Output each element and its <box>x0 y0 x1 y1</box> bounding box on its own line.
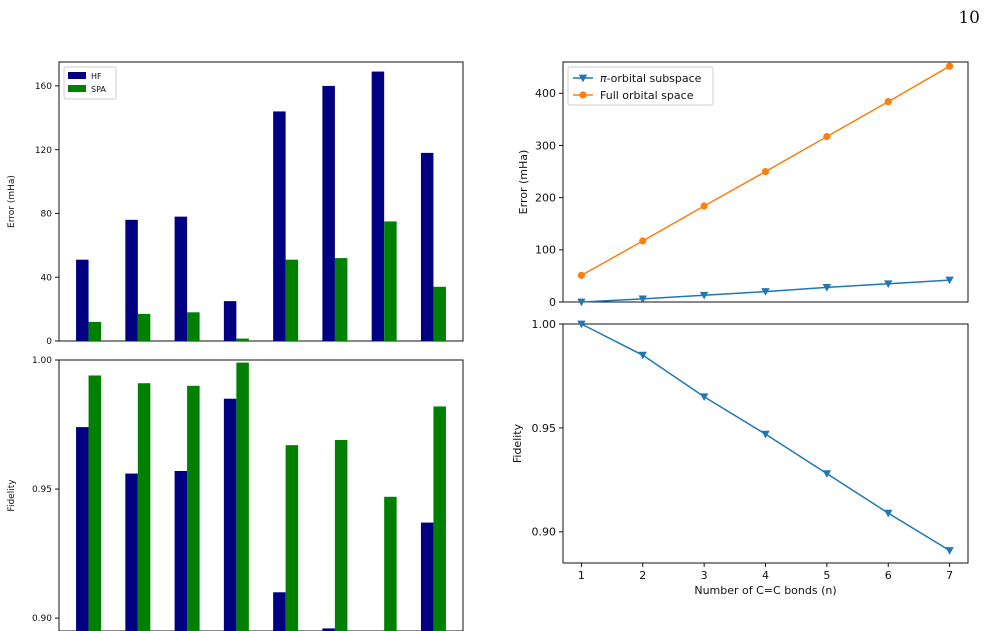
y-axis-label: Fidelity <box>7 479 17 512</box>
x-tick-label: 4 <box>762 569 769 582</box>
bar-spa <box>384 496 397 631</box>
bar-spa <box>433 406 446 631</box>
bar-hf <box>371 71 385 342</box>
plot-frame-left-bottom <box>58 359 464 631</box>
x-axis-label: Number of C=C bonds (n) <box>694 584 836 597</box>
x-tick-label: 1 <box>578 569 585 582</box>
page-number: 10 <box>958 8 980 28</box>
y-tick-label: 80 <box>41 210 53 220</box>
x-tick-label: 5 <box>823 569 830 582</box>
data-point <box>761 288 770 296</box>
data-point <box>945 547 954 555</box>
y-tick-label: 0 <box>549 296 556 309</box>
y-axis-label: Error (mHa) <box>517 150 530 215</box>
data-point <box>884 280 893 288</box>
x-tick-label: 7 <box>946 569 953 582</box>
bar-spa <box>137 383 151 631</box>
bar-spa <box>137 313 151 341</box>
legend-box <box>567 66 714 106</box>
data-point <box>945 62 954 70</box>
data-point <box>699 393 709 401</box>
data-point <box>822 283 832 292</box>
legend-marker <box>579 91 587 99</box>
data-point <box>823 133 831 141</box>
data-point <box>822 470 832 478</box>
y-tick-label: 0 <box>46 337 52 347</box>
y-tick-label: 120 <box>35 146 52 156</box>
data-point <box>577 271 586 279</box>
data-point <box>638 295 647 304</box>
y-tick-label: 40 <box>41 273 53 283</box>
plot-frame-right-top <box>562 61 969 303</box>
bar-hf <box>223 301 237 341</box>
data-point <box>884 98 892 106</box>
bar-spa <box>285 445 299 631</box>
bar-hf <box>125 219 138 341</box>
y-tick-label: 160 <box>35 82 52 92</box>
y-tick-label: 300 <box>535 139 556 152</box>
y-tick-label: 100 <box>535 244 556 257</box>
y-axis-label: Fidelity <box>511 423 524 463</box>
bar-spa <box>236 338 249 341</box>
x-tick-label: 2 <box>639 569 646 582</box>
bar-hf <box>174 216 188 341</box>
data-point <box>639 237 647 245</box>
legend-label: π-orbital subspace <box>600 72 702 85</box>
plot-frame-left-top <box>58 61 464 342</box>
data-point <box>577 298 586 307</box>
y-tick-label: 0.90 <box>32 614 52 624</box>
bar-spa <box>187 385 200 631</box>
bar-hf <box>76 259 89 341</box>
y-tick-label: 0.95 <box>32 485 52 495</box>
bar-spa <box>334 440 348 631</box>
bar-hf <box>322 628 335 631</box>
data-point <box>699 291 709 300</box>
y-tick-label: 200 <box>535 192 556 205</box>
legend-box <box>63 66 117 100</box>
legend-label: HF <box>91 72 102 81</box>
data-point <box>761 167 770 176</box>
bar-spa <box>334 258 348 341</box>
data-point <box>577 320 586 329</box>
y-tick-label: 1.00 <box>32 356 52 366</box>
bar-hf <box>223 398 237 631</box>
legend-swatch <box>68 72 86 79</box>
legend-label: SPA <box>91 85 106 94</box>
data-point <box>761 430 770 439</box>
bar-hf <box>273 111 286 342</box>
y-tick-label: 1.00 <box>532 318 557 331</box>
y-axis-label: Error (mHa) <box>7 175 17 228</box>
bar-hf <box>322 85 335 342</box>
bar-hf <box>420 152 434 341</box>
y-tick-label: 0.90 <box>532 526 557 539</box>
legend-label: Full orbital space <box>600 89 694 102</box>
x-tick-label: 3 <box>701 569 708 582</box>
legend-swatch <box>68 85 86 92</box>
bar-hf <box>273 592 286 631</box>
bar-hf <box>174 470 188 631</box>
data-point <box>884 509 893 518</box>
data-point <box>700 202 708 210</box>
x-tick-label: 6 <box>885 569 892 582</box>
legend-marker <box>578 74 588 83</box>
bar-spa <box>236 362 249 631</box>
bar-spa <box>88 321 102 341</box>
data-point <box>638 351 647 360</box>
bar-hf <box>420 522 434 631</box>
bar-spa <box>187 312 200 341</box>
plot-frame-right-bottom <box>562 323 969 564</box>
bar-hf <box>125 473 138 631</box>
y-tick-label: 400 <box>535 87 556 100</box>
y-tick-label: 0.95 <box>532 422 557 435</box>
bar-hf <box>76 427 89 631</box>
bar-spa <box>88 375 102 631</box>
data-point <box>945 276 954 285</box>
bar-spa <box>433 286 446 341</box>
bar-spa <box>384 221 397 341</box>
bar-spa <box>285 259 299 341</box>
